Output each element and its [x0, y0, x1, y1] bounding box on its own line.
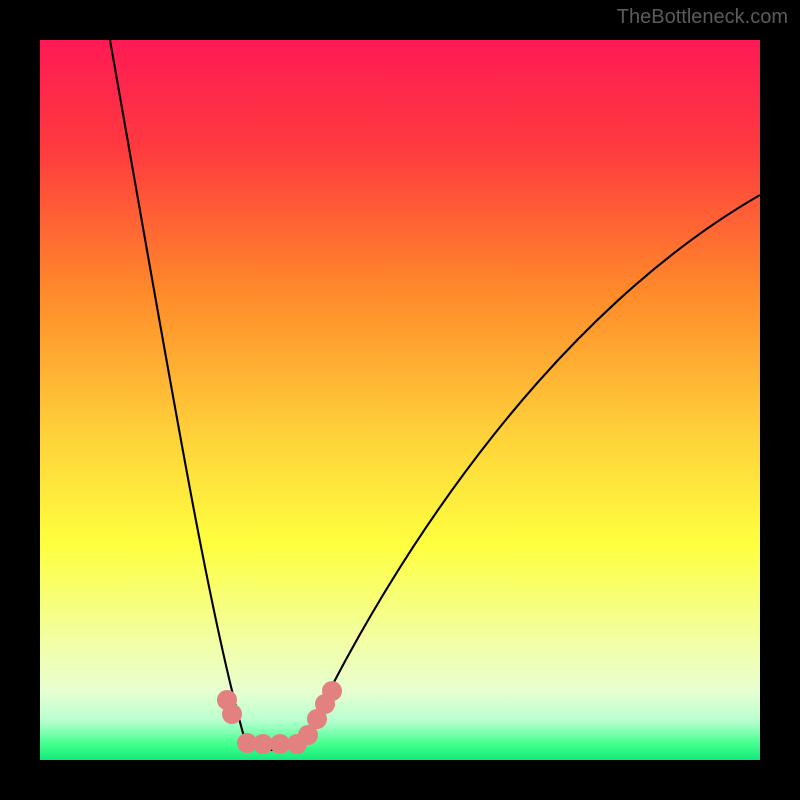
chart-canvas [0, 0, 800, 800]
plot-background [40, 40, 760, 760]
curve-marker [322, 681, 342, 701]
curve-marker [222, 704, 242, 724]
